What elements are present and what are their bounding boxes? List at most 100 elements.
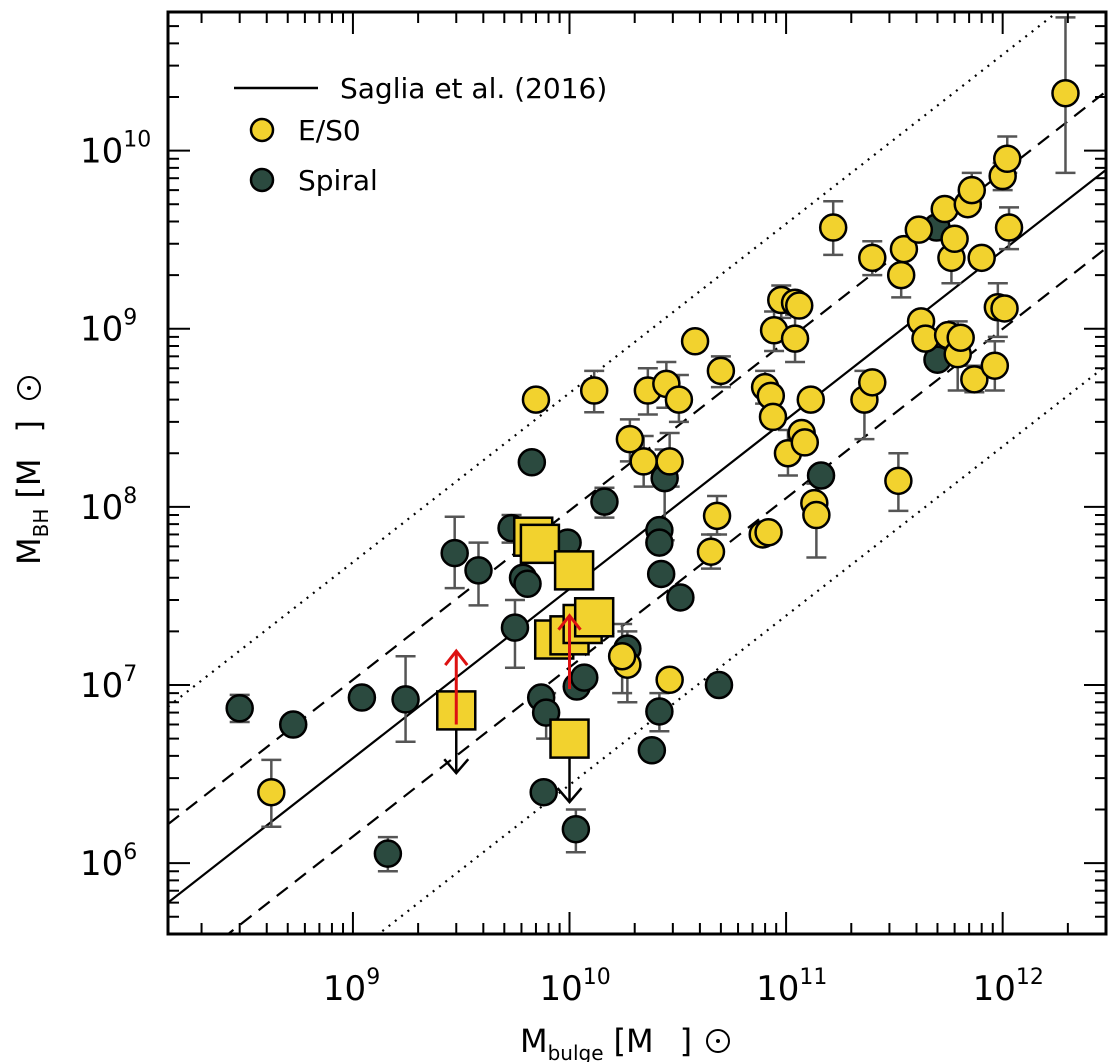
y-tick-label: 107 — [80, 662, 137, 706]
legend-label-spiral: Spiral — [298, 164, 378, 197]
es0-square-point — [553, 550, 595, 591]
es0-point — [796, 385, 826, 414]
x-tick-label: 109 — [323, 965, 380, 1009]
legend: Saglia et al. (2016) E/S0 Spiral — [234, 72, 607, 197]
lower-limit-arrow-head — [557, 613, 582, 631]
es0-point — [802, 500, 831, 530]
plot-content — [168, 12, 1106, 934]
y-axis-title: MBH [M] — [10, 420, 53, 565]
es0-point — [1051, 78, 1080, 108]
es0-point — [886, 260, 916, 290]
es0-point — [615, 424, 645, 454]
legend-label-relation: Saglia et al. (2016) — [340, 72, 607, 105]
es0-point — [629, 447, 658, 476]
es0-point — [884, 466, 913, 496]
x-axis-title: Mbulge [M] — [520, 1022, 692, 1062]
es0-point — [706, 356, 736, 386]
y-axis-title-main: M — [10, 537, 48, 565]
x-tick-label: 1011 — [756, 965, 827, 1009]
spiral-point — [278, 710, 308, 739]
y-tick-label: 1010 — [80, 128, 151, 172]
plot-frame — [166, 10, 1108, 936]
es0-point — [946, 323, 975, 353]
spiral-point — [225, 694, 254, 723]
es0-point — [758, 402, 788, 432]
es0-point — [655, 447, 684, 476]
es0-point — [579, 376, 609, 405]
spiral-point — [806, 461, 836, 490]
x-axis-title-unit-open: [M — [614, 1022, 654, 1060]
legend-label-es0: E/S0 — [298, 114, 361, 147]
x-axis-title-sub: bulge — [548, 1041, 604, 1062]
limit-arrows — [443, 613, 583, 805]
legend-marker-spiral — [249, 167, 275, 193]
es0-point — [754, 518, 783, 547]
es0-point — [257, 777, 286, 807]
spiral-point — [704, 670, 734, 700]
relation-lines — [168, 12, 1106, 934]
y-tick-label: 109 — [80, 306, 137, 350]
es0-point — [696, 537, 726, 566]
es0-square-point — [573, 597, 615, 638]
es0-point — [930, 194, 959, 224]
lower-limit-arrow-head — [444, 648, 469, 667]
es0-point — [780, 324, 810, 353]
es0-point — [940, 224, 969, 254]
spiral-point — [347, 683, 377, 712]
spiral-point — [637, 736, 667, 765]
y-tick-label: 106 — [80, 840, 137, 884]
es0-square-point — [519, 523, 561, 565]
spiral-point — [645, 528, 674, 557]
es0-square-point — [549, 718, 590, 759]
es0-point — [904, 215, 934, 244]
spiral-point — [590, 487, 619, 516]
es0-point — [960, 365, 989, 394]
es0-point — [993, 144, 1022, 174]
y-axis-title-unit-open: [M — [10, 459, 48, 499]
spiral-point — [561, 814, 591, 844]
es0-point — [858, 368, 887, 397]
axis-ticks — [168, 11, 1107, 935]
spiral-point — [645, 697, 674, 726]
spiral-point — [529, 777, 558, 807]
spiral-point — [373, 839, 403, 868]
upper-limit-arrow-head — [443, 758, 470, 776]
es0-point — [680, 327, 710, 356]
es0-point — [702, 501, 732, 531]
relation-line-dashed-lower — [226, 247, 1106, 934]
es0-point — [957, 175, 987, 205]
y-axis-title-sub: BH — [29, 509, 53, 538]
es0-point — [784, 291, 814, 320]
es0-point — [858, 243, 887, 273]
x-axis-title-main: M — [520, 1022, 548, 1060]
y-axis-title-unit-close: ] — [10, 420, 48, 432]
spiral-point — [464, 556, 493, 585]
es0-point — [994, 213, 1024, 242]
es0-point — [607, 641, 637, 671]
upper-limit-arrow-head — [556, 787, 583, 805]
data-points — [225, 78, 1080, 868]
spiral-point — [666, 583, 695, 612]
spiral-point — [440, 538, 469, 568]
x-axis-title-unit-close: ] — [680, 1022, 692, 1060]
spiral-point — [391, 685, 420, 714]
y-tick-label: 108 — [80, 484, 137, 528]
spiral-point — [570, 663, 599, 692]
spiral-point — [513, 569, 542, 599]
es0-point — [889, 234, 919, 264]
es0-point — [790, 428, 820, 457]
es0-point — [967, 243, 996, 273]
x-tick-label: 1012 — [973, 965, 1044, 1009]
y-axis-sun-symbol — [17, 376, 41, 400]
es0-point — [521, 385, 551, 414]
tick-labels: 109 1010 1011 1012 106 107 108 109 1010 — [80, 128, 1044, 1009]
spiral-point — [646, 559, 676, 589]
es0-point — [980, 351, 1010, 380]
es0-point — [990, 294, 1019, 323]
spiral-point — [517, 448, 547, 477]
es0-point — [664, 385, 694, 414]
es0-point — [655, 665, 684, 695]
relation-line-fit — [168, 168, 1106, 904]
spiral-point — [500, 613, 530, 642]
